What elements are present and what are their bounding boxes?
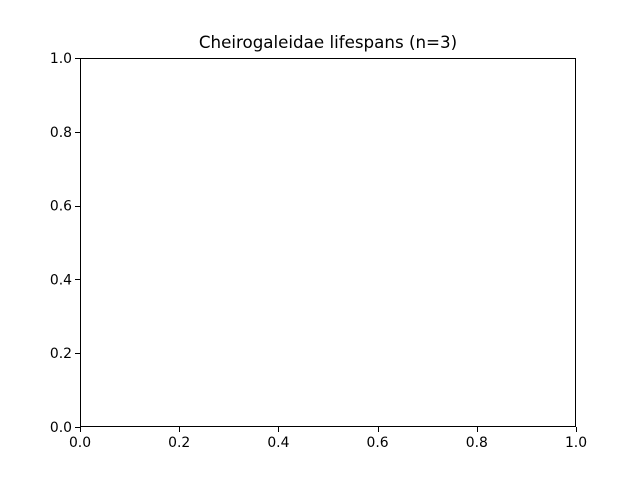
y-tick-label: 0.6 [50,199,72,215]
y-tick-label: 0.8 [50,125,72,141]
x-tick-label: 0.2 [168,435,190,451]
plot-area [80,58,576,427]
chart-title: Cheirogaleidae lifespans (n=3) [199,32,457,52]
x-tick-label: 1.0 [565,435,587,451]
x-tick-label: 0.4 [267,435,289,451]
y-tick-label: 1.0 [50,51,72,67]
x-tick-label: 0.8 [466,435,488,451]
x-tick-label: 0.6 [367,435,389,451]
y-tick-label: 0.4 [50,272,72,288]
x-tick-label: 0.0 [69,435,91,451]
plot-frame [80,58,576,427]
y-tick-label: 0.2 [50,346,72,362]
y-tick-label: 0.0 [50,420,72,436]
y-axis-ticks: 0.0 0.2 0.4 0.6 0.8 1.0 [50,51,80,436]
x-axis-ticks: 0.0 0.2 0.4 0.6 0.8 1.0 [69,427,587,451]
